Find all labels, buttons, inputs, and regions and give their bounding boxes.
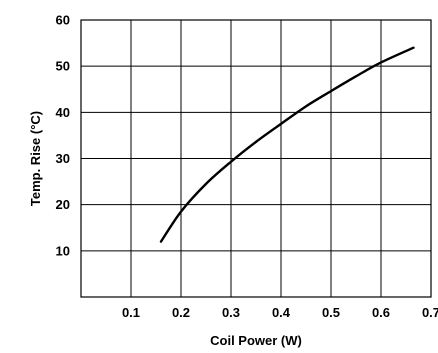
x-tick-label: 0.5	[322, 305, 340, 320]
x-tick-label: 0.7	[422, 305, 438, 320]
x-tick-labels: 0.1 0.2 0.3 0.4 0.5 0.6 0.7	[122, 305, 438, 320]
y-tick-labels: 10 20 30 40 50 60	[56, 13, 70, 259]
x-tick-label: 0.4	[272, 305, 291, 320]
y-tick-label: 10	[56, 243, 70, 258]
x-tick-label: 0.1	[122, 305, 140, 320]
series-line	[159, 46, 415, 243]
y-tick-label: 20	[56, 197, 70, 212]
series-group	[159, 46, 415, 243]
y-tick-label: 30	[56, 151, 70, 166]
x-tick-label: 0.3	[222, 305, 240, 320]
grid	[81, 19, 432, 297]
y-axis-label: Temp. Rise (°C)	[28, 111, 43, 206]
x-axis-label: Coil Power (W)	[210, 333, 302, 348]
y-tick-label: 50	[56, 59, 70, 74]
y-tick-label: 40	[56, 105, 70, 120]
x-tick-label: 0.2	[172, 305, 190, 320]
x-tick-label: 0.6	[372, 305, 390, 320]
y-tick-label: 60	[56, 13, 70, 28]
